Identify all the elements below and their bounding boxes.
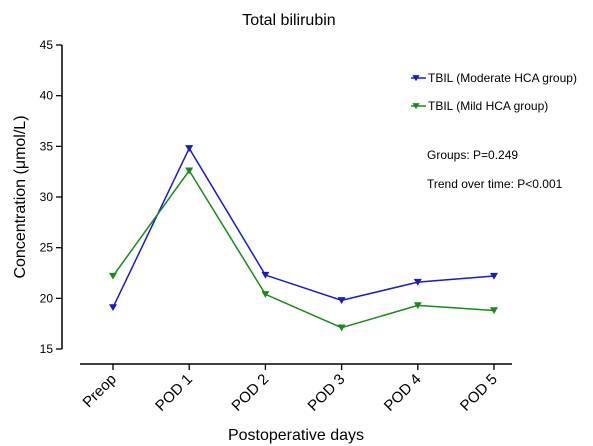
series-0	[109, 145, 498, 312]
legend-item: TBIL (Mild HCA group)	[411, 99, 548, 113]
y-tick-label: 25	[40, 241, 54, 255]
data-point	[261, 271, 270, 279]
data-point	[185, 167, 194, 175]
x-ticks: Preop POD 1 POD 2 POD 3 POD 4 POD 5	[80, 364, 501, 415]
y-tick-label: 30	[40, 190, 54, 204]
annotations: Groups: P=0.249 Trend over time: P<0.001	[427, 148, 563, 191]
legend-label: TBIL (Moderate HCA group)	[428, 71, 577, 85]
legend-label: TBIL (Mild HCA group)	[428, 99, 548, 113]
series-1	[109, 167, 498, 332]
legend-marker	[412, 103, 420, 110]
y-tick-label: 35	[40, 139, 54, 153]
data-point	[337, 324, 346, 332]
data-point	[185, 145, 194, 152]
x-tick-label: POD 2	[228, 371, 272, 415]
y-tick-label: 40	[40, 89, 54, 103]
data-point	[109, 304, 117, 312]
data-point	[490, 272, 498, 280]
data-point	[490, 307, 498, 315]
y-axis-label: Concentration (μmol/L)	[12, 115, 29, 278]
x-tick-label: POD 5	[457, 371, 501, 415]
x-tick-label: POD 4	[381, 371, 425, 415]
annotation-groups-p: Groups: P=0.249	[427, 148, 518, 162]
data-point	[109, 272, 117, 280]
y-axis: 15 20 25 30 35 40 45	[40, 38, 63, 356]
y-ticks: 15 20 25 30 35 40 45	[40, 38, 62, 356]
x-axis-label: Postoperative days	[228, 427, 364, 444]
series-line	[112, 146, 495, 308]
y-tick-label: 20	[40, 291, 54, 305]
x-tick-label: POD 3	[305, 371, 349, 415]
legend-item: TBIL (Moderate HCA group)	[411, 71, 577, 85]
y-tick-label: 45	[40, 38, 54, 52]
series-layer	[109, 145, 498, 332]
x-tick-label: Preop	[80, 371, 120, 411]
chart-title: Total bilirubin	[242, 12, 335, 29]
data-point	[337, 297, 346, 304]
x-tick-label: POD 1	[152, 371, 196, 415]
legend-marker	[412, 75, 420, 82]
y-tick-label: 15	[40, 342, 54, 356]
data-point	[261, 291, 270, 298]
data-point	[413, 278, 422, 286]
annotation-trend-p: Trend over time: P<0.001	[427, 177, 563, 191]
legend: TBIL (Moderate HCA group) TBIL (Mild HCA …	[411, 71, 577, 113]
data-point	[413, 302, 422, 310]
series-line	[112, 169, 495, 329]
x-axis: Preop POD 1 POD 2 POD 3 POD 4 POD 5	[80, 363, 512, 415]
